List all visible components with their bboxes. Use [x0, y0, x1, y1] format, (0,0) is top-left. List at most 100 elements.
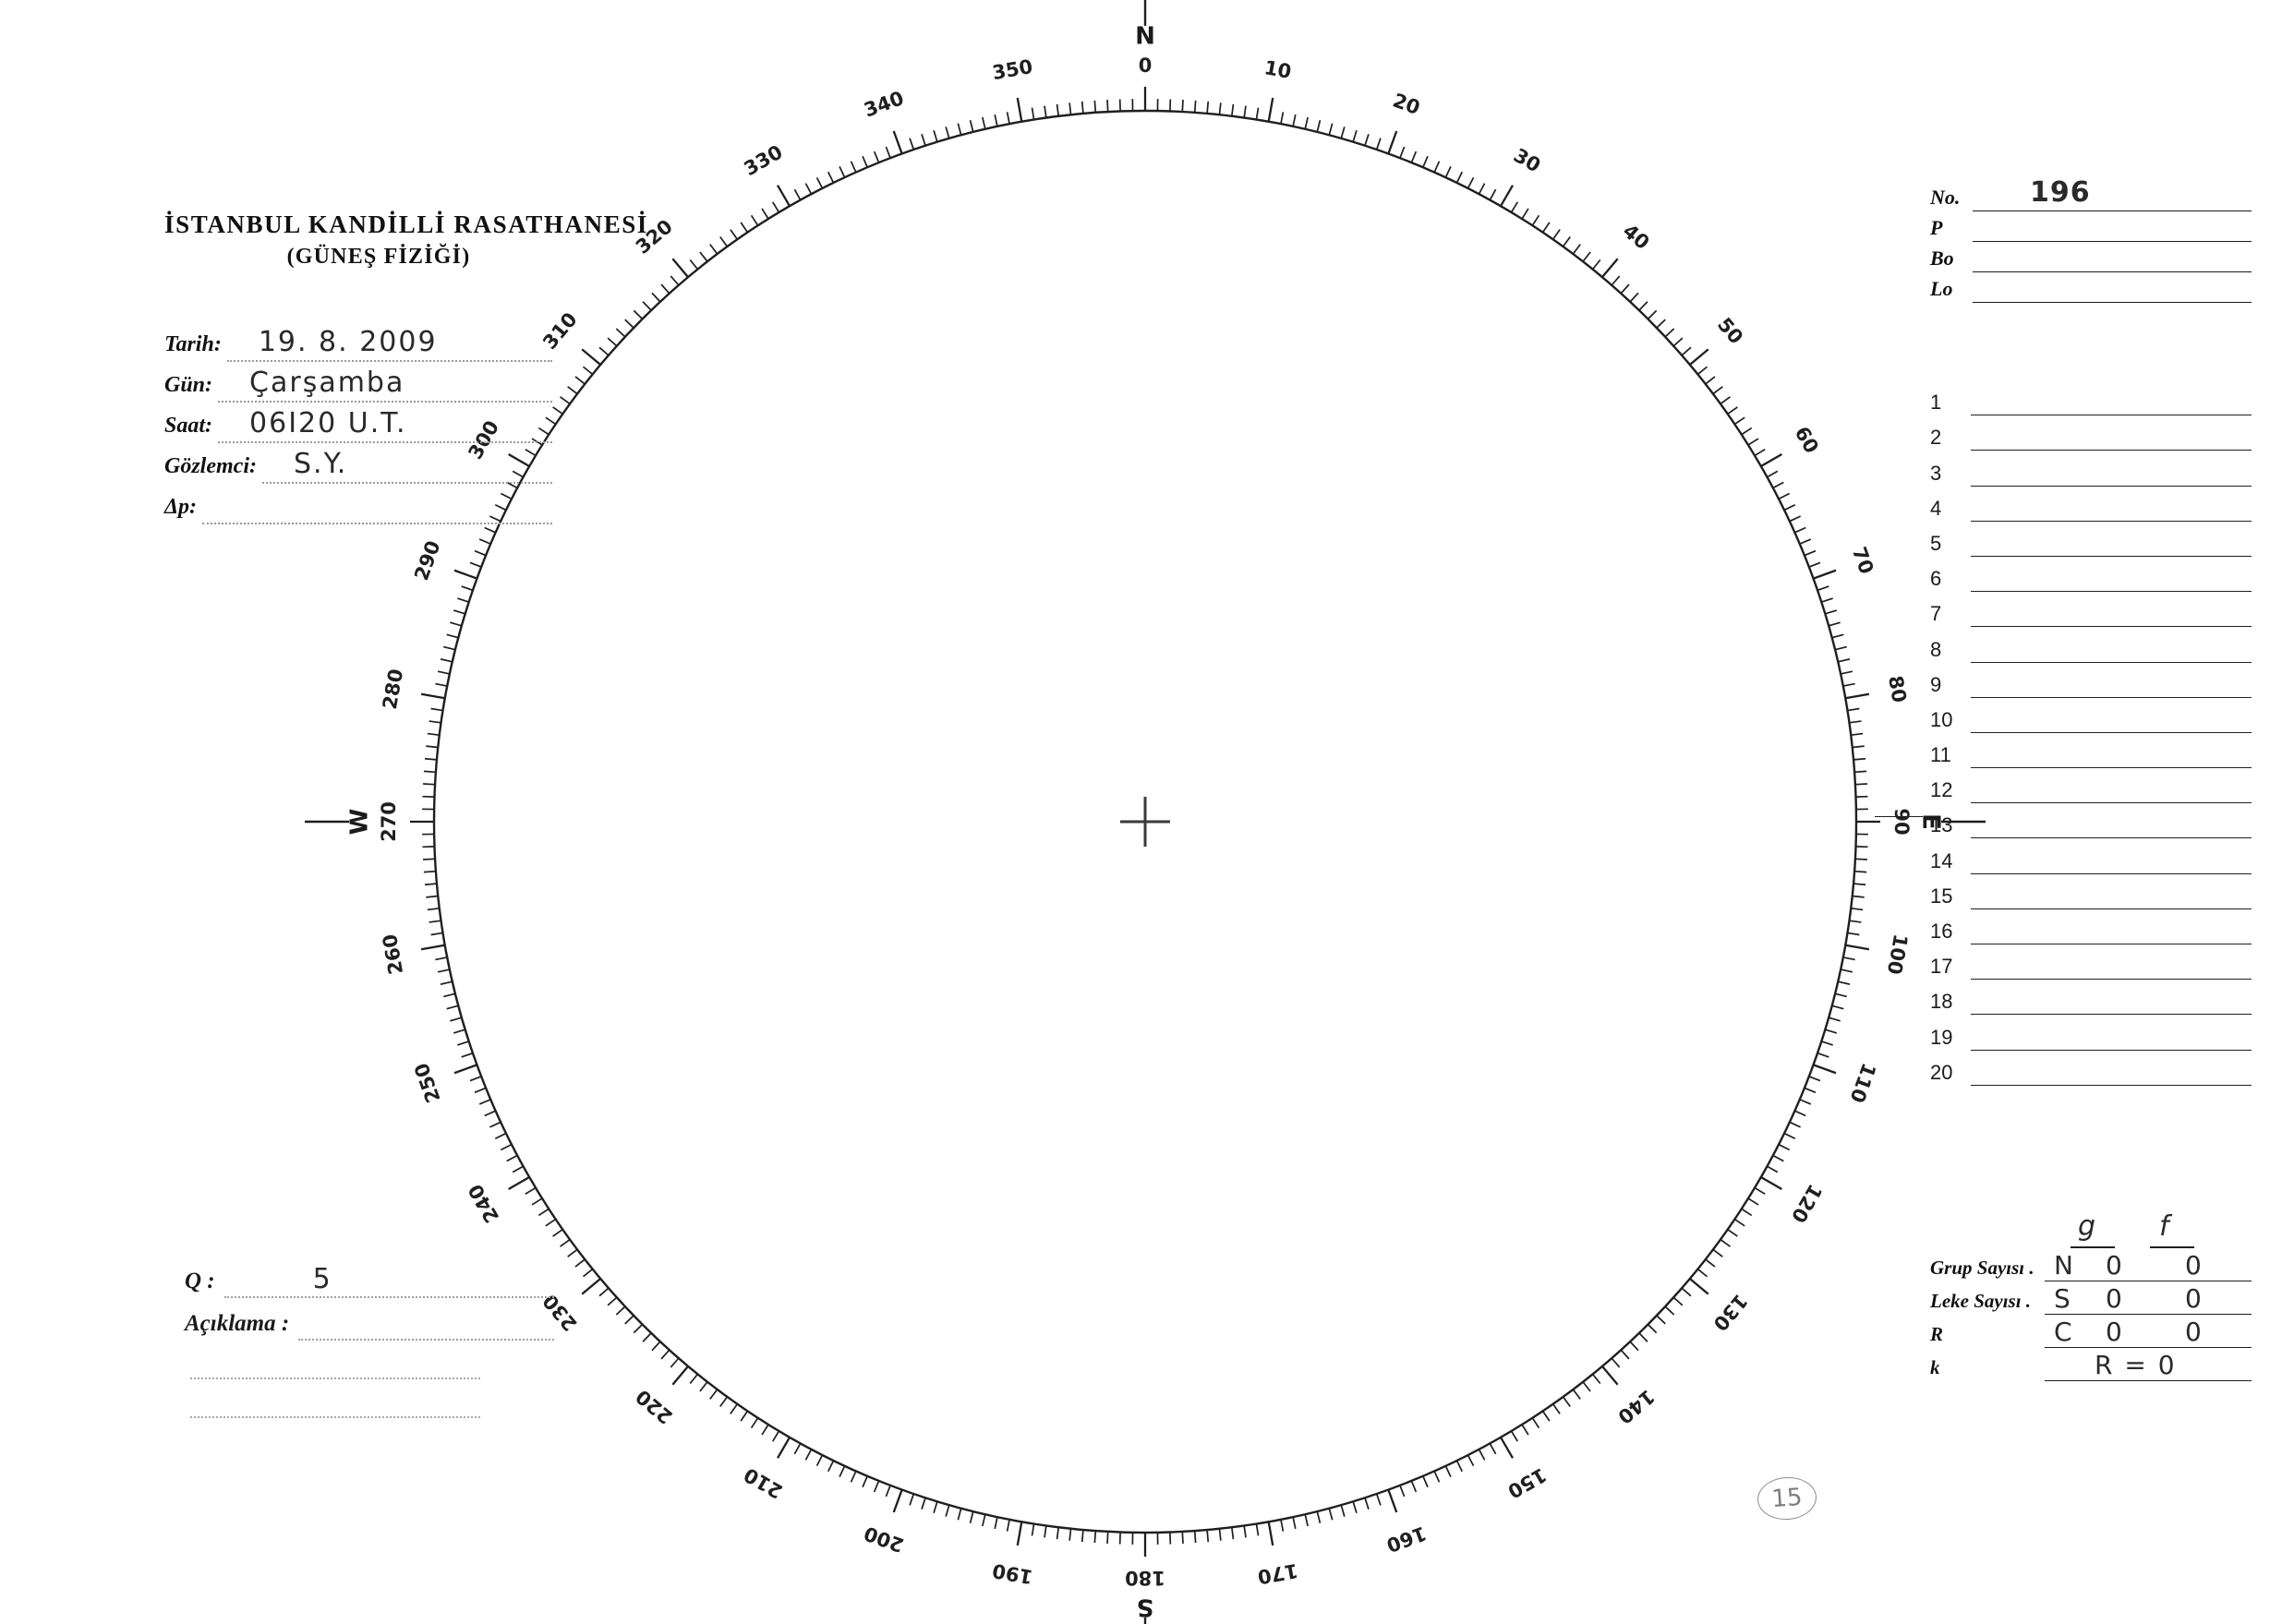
dial-tick-minor [969, 1510, 974, 1523]
sunspot-row-input[interactable] [1971, 712, 2252, 733]
dial-degree-label: 130 [1708, 1290, 1752, 1335]
sunspot-row-input[interactable] [1971, 642, 2252, 663]
sunspot-row-input[interactable] [1971, 535, 2252, 557]
dial-tick-minor [982, 1514, 986, 1527]
sunspot-row-input[interactable] [1971, 853, 2252, 874]
field-input[interactable]: S.Y. [261, 448, 552, 484]
id-row[interactable]: No. 196 [1930, 176, 2252, 211]
dial-tick-minor [1364, 1498, 1370, 1510]
sunspot-row[interactable]: 3 [1930, 451, 2252, 487]
sunspot-row-input[interactable] [1971, 747, 2252, 769]
summary-row-input[interactable]: C 0 0 [2045, 1317, 2252, 1348]
sunspot-row-input[interactable] [1971, 500, 2252, 522]
id-row-input[interactable] [1973, 219, 2252, 242]
sunspot-row[interactable]: 19 [1930, 1015, 2252, 1051]
sunspot-row-input[interactable] [1971, 782, 2252, 804]
dial-tick-minor [537, 1208, 549, 1217]
sunspot-row[interactable]: 14 [1930, 838, 2252, 874]
field-input[interactable] [202, 495, 552, 524]
sunspot-row[interactable]: 18 [1930, 980, 2252, 1016]
dial-tick-minor [531, 1197, 543, 1206]
summary-row-input[interactable]: N 0 0 [2045, 1250, 2252, 1281]
id-row-input[interactable] [1973, 280, 2252, 303]
dial-tick-minor [1838, 980, 1851, 985]
sunspot-row-input[interactable] [1971, 571, 2252, 593]
sunspot-row[interactable]: 12 [1930, 768, 2252, 804]
field-row[interactable]: Saat: 06I20 U.T. [164, 403, 552, 443]
dial-tick-minor [1006, 112, 1010, 125]
aciklama-extra-line-2[interactable] [190, 1416, 480, 1418]
summary-row-k[interactable]: k R = 0 [1930, 1348, 2252, 1381]
sunspot-row[interactable]: 11 [1930, 733, 2252, 769]
sunspot-row[interactable]: 6 [1930, 557, 2252, 593]
dial-tick-minor [945, 1504, 950, 1517]
field-input[interactable]: 06I20 U.T. [218, 407, 552, 443]
sunspot-row[interactable]: 13 [1930, 803, 2252, 839]
dial-tick-minor [1572, 244, 1581, 255]
sunspot-row-input[interactable] [1971, 993, 2252, 1016]
summary-row[interactable]: Leke Sayısı . S 0 0 [1930, 1281, 2252, 1315]
sunspot-row[interactable]: 1 [1930, 380, 2252, 416]
field-row[interactable]: Gözlemci: S.Y. [164, 443, 552, 484]
dial-tick-minor [642, 1332, 652, 1342]
aciklama-extra-line-1[interactable] [190, 1377, 480, 1379]
sunspot-row-input[interactable] [1971, 817, 2252, 839]
dial-degree-label: 10 [1262, 56, 1293, 83]
summary-row[interactable]: R C 0 0 [1930, 1315, 2252, 1348]
summary-row[interactable]: Grup Sayısı . N 0 0 [1930, 1248, 2252, 1281]
field-row[interactable]: Gün: Çarşamba [164, 362, 552, 403]
field-input[interactable]: 19. 8. 2009 [226, 326, 552, 362]
sunspot-row[interactable]: 20 [1930, 1051, 2252, 1086]
dial-tick-minor [1611, 1357, 1621, 1368]
sunspot-row-input[interactable] [1971, 958, 2252, 980]
sunspot-row-input[interactable] [1971, 394, 2252, 416]
id-row[interactable]: Bo [1930, 242, 2252, 272]
id-row-input[interactable]: 196 [1973, 176, 2252, 211]
quality-row[interactable]: Q : 5 [185, 1256, 554, 1298]
dial-tick-minor [560, 1238, 571, 1247]
id-row[interactable]: Lo [1930, 272, 2252, 303]
sunspot-row[interactable]: 5 [1930, 522, 2252, 557]
field-value: 19. 8. 2009 [258, 326, 438, 358]
sunspot-row-number: 4 [1930, 496, 1942, 520]
dial-tick-minor [429, 720, 441, 724]
sunspot-row-input[interactable] [1971, 606, 2252, 628]
sunspot-row-input[interactable] [1971, 429, 2252, 451]
dial-tick-minor [815, 1454, 824, 1467]
sunspot-row[interactable]: 16 [1930, 909, 2252, 944]
dial-tick-minor [1562, 1396, 1571, 1407]
dial-tick-minor [1804, 1087, 1817, 1094]
sunspot-row-input[interactable] [1971, 465, 2252, 487]
sunspot-row[interactable]: 2 [1930, 415, 2252, 451]
dial-tick-minor [1467, 1454, 1475, 1467]
sunspot-row[interactable]: 4 [1930, 487, 2252, 522]
sunspot-row[interactable]: 7 [1930, 592, 2252, 628]
observatory-department: (GÜNEŞ FİZİĞİ) [286, 245, 471, 269]
summary-row-input[interactable]: S 0 0 [2045, 1283, 2252, 1315]
sunspot-row-input[interactable] [1971, 923, 2252, 944]
aciklama-row[interactable]: Açıklama : [185, 1298, 554, 1341]
field-row[interactable]: Tarih: 19. 8. 2009 [164, 321, 552, 362]
sunspot-row-input[interactable] [1971, 677, 2252, 698]
sunspot-row[interactable]: 8 [1930, 627, 2252, 663]
sunspot-row[interactable]: 17 [1930, 944, 2252, 980]
dial-tick-minor [933, 1501, 938, 1514]
aciklama-input[interactable] [298, 1313, 554, 1341]
dial-tick-minor [909, 1493, 915, 1506]
summary-k-input[interactable]: R = 0 [2045, 1350, 2252, 1381]
field-row[interactable]: Δp: [164, 484, 552, 524]
sunspot-row[interactable]: 15 [1930, 874, 2252, 909]
sunspot-row[interactable]: 9 [1930, 663, 2252, 698]
dial-tick-minor [1056, 103, 1060, 116]
sunspot-row[interactable]: 10 [1930, 698, 2252, 733]
id-row[interactable]: P [1930, 211, 2252, 242]
cardinal-degree-label: 270 [378, 801, 400, 842]
sunspot-row-input[interactable] [1971, 1065, 2252, 1086]
sunspot-row-input[interactable] [1971, 888, 2252, 909]
field-input[interactable]: Çarşamba [218, 367, 552, 403]
quality-input[interactable]: 5 [223, 1263, 554, 1298]
page-number-stamp: 15 [1756, 1474, 1818, 1522]
id-row-input[interactable] [1973, 249, 2252, 272]
sunspot-row-input[interactable] [1971, 1029, 2252, 1051]
dial-degree-label: 170 [1256, 1559, 1299, 1588]
